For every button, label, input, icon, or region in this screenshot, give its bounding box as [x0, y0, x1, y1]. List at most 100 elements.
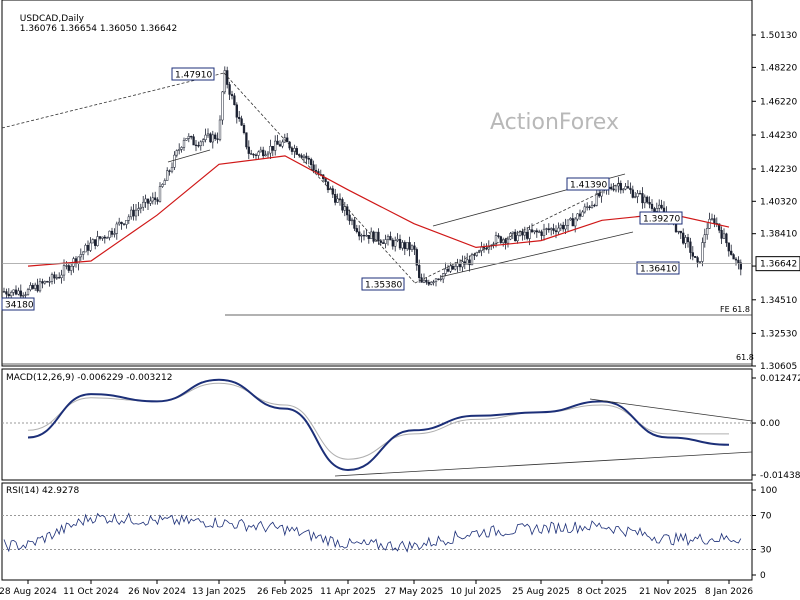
candle-bear — [334, 194, 337, 203]
candle-bull — [62, 265, 66, 276]
candle-bull — [79, 254, 82, 258]
candle-bear — [689, 241, 692, 253]
candle-bear — [389, 236, 392, 241]
candle-bull — [65, 265, 68, 267]
candle-bull — [142, 201, 145, 208]
candle-bear — [238, 117, 241, 119]
candle-bull — [336, 198, 339, 203]
candle-bull — [360, 234, 363, 237]
candle-bear — [694, 256, 697, 258]
candle-bear — [346, 206, 349, 216]
candle-bear — [353, 219, 356, 229]
candle-bear — [216, 138, 219, 140]
candle-bull — [17, 290, 20, 295]
current-price-label: 1.36642 — [760, 260, 797, 270]
candle-bull — [137, 208, 140, 211]
candle-bear — [686, 237, 690, 243]
rsi-panel: 100 70 30 0 — [2, 486, 777, 581]
candle-bull — [566, 219, 570, 226]
candle-bear — [94, 239, 97, 246]
chart-header: USDCAD,Daily 1.36076 1.36654 1.36050 1.3… — [14, 4, 177, 34]
candle-bull — [706, 228, 709, 235]
candle-bear — [598, 193, 601, 197]
candle-bear — [547, 228, 550, 231]
candle-bear — [278, 144, 282, 147]
candle-bull — [528, 229, 531, 239]
panel-frames — [1, 0, 753, 581]
candle-bear — [653, 208, 656, 212]
panel-frame-1 — [1, 0, 753, 367]
candle-bear — [427, 281, 430, 285]
candle-bear — [14, 289, 18, 295]
candle-bear — [67, 265, 70, 271]
candle-bull — [175, 150, 178, 156]
candlesticks — [2, 66, 742, 303]
candle-bull — [269, 145, 272, 154]
candle-bull — [394, 240, 397, 247]
annotation-label: 1.41390 — [570, 181, 607, 191]
candle-bull — [502, 239, 505, 243]
candle-bear — [552, 228, 555, 231]
candle-bull — [590, 204, 594, 208]
candle-bear — [482, 247, 486, 249]
candle-bull — [24, 294, 27, 296]
x-tick-label: 27 May 2025 — [385, 587, 444, 597]
candle-bull — [101, 236, 104, 239]
trend-dashed-up — [414, 182, 621, 284]
candle-bull — [202, 139, 205, 143]
candle-bull — [204, 134, 207, 140]
candle-bear — [7, 293, 10, 297]
candle-bull — [211, 134, 214, 143]
rsi-tick-label: 100 — [760, 486, 777, 496]
price-tick-label: 1.48220 — [760, 63, 797, 73]
candle-bull — [178, 149, 181, 151]
candle-bear — [314, 169, 318, 172]
price-tick-label: 1.30605 — [760, 362, 797, 372]
candle-bull — [144, 198, 147, 203]
candle-bear — [214, 134, 217, 140]
candle-bull — [199, 141, 202, 146]
candle-bull — [583, 206, 586, 213]
candle-bear — [691, 252, 694, 257]
candle-bull — [466, 259, 469, 265]
candle-bear — [295, 148, 298, 155]
x-tick-label: 10 Jul 2025 — [451, 587, 502, 597]
candle-bull — [281, 141, 284, 147]
candle-bear — [209, 133, 212, 143]
watermark: ActionForex — [490, 110, 619, 135]
x-tick-label: 26 Nov 2024 — [128, 587, 186, 597]
candle-bull — [401, 242, 404, 249]
candle-bull — [106, 237, 109, 239]
candle-bear — [324, 178, 327, 182]
candle-bear — [629, 187, 632, 191]
candle-bear — [504, 239, 507, 244]
candle-bull — [70, 265, 73, 271]
candle-bull — [494, 235, 498, 245]
candle-bear — [739, 262, 742, 270]
candle-bull — [158, 186, 162, 202]
candle-bull — [89, 242, 92, 251]
candle-bull — [343, 206, 346, 211]
candle-bear — [326, 181, 330, 191]
candle-bear — [307, 157, 310, 160]
candle-bear — [437, 278, 440, 280]
trend-dashed-down — [223, 72, 416, 284]
candle-bear — [730, 250, 733, 255]
candle-bull — [454, 266, 457, 270]
candle-bull — [406, 242, 409, 250]
candle-bear — [382, 242, 385, 244]
candle-bear — [418, 265, 421, 278]
candle-bull — [576, 213, 579, 220]
candle-bear — [228, 84, 231, 95]
candle-bear — [720, 230, 723, 239]
symbol-label: USDCAD,Daily — [19, 14, 84, 24]
candle-bear — [41, 281, 44, 284]
candle-bear — [146, 198, 150, 204]
x-tick-label: 28 Aug 2024 — [0, 587, 57, 597]
candle-bull — [701, 242, 704, 262]
candle-bull — [430, 281, 433, 285]
candle-bear — [110, 230, 114, 235]
candle-bear — [240, 118, 243, 126]
candle-bull — [127, 216, 130, 221]
